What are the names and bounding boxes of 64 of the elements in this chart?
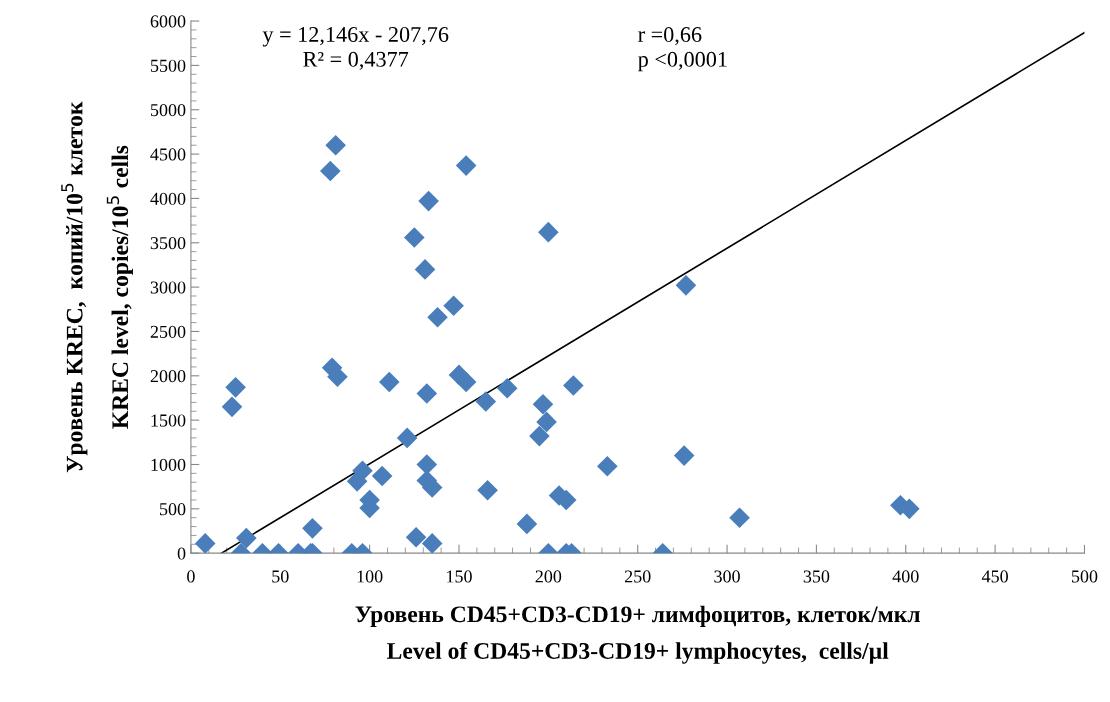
y-tick-label: 4000	[150, 192, 186, 205]
point	[536, 411, 557, 433]
point	[396, 427, 418, 449]
point	[404, 227, 425, 248]
annotation: y = 12,146x - 207,76 R² = 0,4377	[262, 26, 449, 70]
point	[378, 371, 400, 393]
point	[427, 306, 448, 328]
point	[516, 513, 538, 535]
y-tick-label: 500	[160, 503, 186, 516]
point	[416, 383, 438, 404]
point	[496, 377, 518, 399]
point	[414, 259, 436, 280]
x-tick-label: 350	[803, 570, 830, 583]
point	[320, 160, 341, 182]
point	[221, 396, 243, 418]
x-tick-label: 0	[187, 570, 195, 583]
y-tick-label: 6000	[150, 15, 186, 28]
y-tick-label: 5500	[151, 59, 186, 72]
x-tick-label: 400	[892, 570, 919, 583]
y-tick-label: 5000	[151, 104, 186, 117]
point	[529, 425, 550, 447]
x-tick-label: 50	[272, 570, 289, 583]
y-tick-label: 0	[177, 547, 186, 560]
y-tick-label: 1500	[151, 414, 186, 427]
point	[673, 445, 695, 466]
point	[418, 190, 439, 212]
point	[194, 533, 216, 554]
point	[236, 527, 257, 549]
point	[597, 455, 618, 477]
annotation: r =0,66 p <0,0001	[638, 27, 727, 72]
x-tick-label: 500	[1071, 570, 1098, 583]
point	[477, 479, 498, 501]
y-tick-label: 2000	[150, 370, 186, 383]
point	[538, 221, 559, 243]
point	[405, 526, 427, 548]
y-tick-label: 2500	[150, 325, 186, 338]
x-tick-label: 150	[447, 570, 472, 583]
point	[455, 371, 477, 393]
point	[416, 454, 438, 475]
point	[421, 533, 443, 554]
point	[563, 375, 584, 396]
point	[443, 295, 464, 317]
x-tick-label: 100	[357, 570, 383, 583]
point	[352, 460, 373, 481]
point	[675, 275, 697, 296]
point	[455, 155, 477, 176]
point	[327, 366, 348, 387]
x-tick-label: 250	[624, 570, 651, 583]
x-tick-label: 200	[535, 570, 562, 583]
y-tick-label: 3000	[150, 281, 186, 294]
y-tick-label: 4500	[150, 148, 186, 161]
point	[371, 465, 393, 487]
x-tick-label: 300	[714, 570, 740, 583]
x-tick-label: 450	[981, 570, 1008, 583]
y-tick-label: 3500	[150, 237, 186, 250]
point	[302, 518, 323, 539]
x-axis-title: Уровень CD45+CD3-CD19+ лимфоцитов, клеток/мкл Level of CD45+CD3-CD19+ lymphocytes, cells/µl	[355, 605, 920, 664]
point	[532, 393, 554, 415]
point	[325, 134, 346, 156]
point	[729, 507, 750, 528]
point	[475, 391, 497, 412]
text: Уровень KREC, копий/10$^{5}$ клеток KREC level, copies/10$^{5}$ cells	[61, 101, 133, 473]
point	[225, 377, 246, 398]
y-tick-label: 1000	[151, 458, 186, 471]
